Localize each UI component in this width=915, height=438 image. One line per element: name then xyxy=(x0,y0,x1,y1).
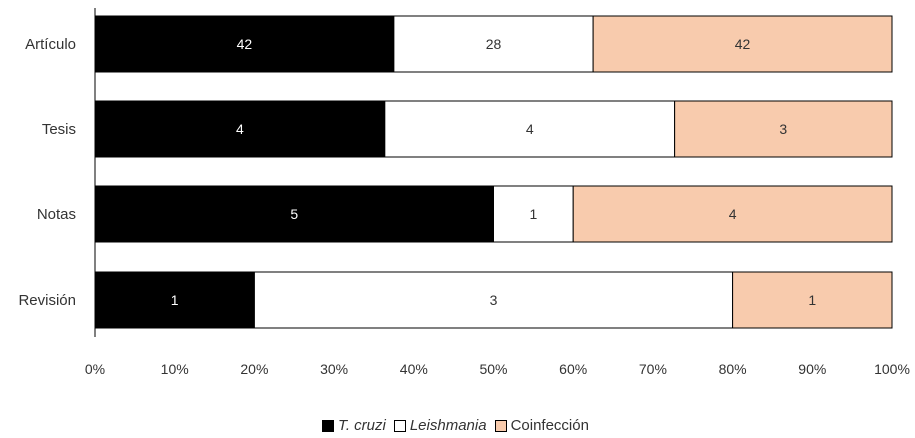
bar-tesis-leishmania xyxy=(384,100,676,158)
legend-swatch-leishmania xyxy=(393,419,406,432)
x-tick-label-3: 30% xyxy=(320,361,348,377)
x-tick-label-7: 70% xyxy=(639,361,667,377)
category-label-revision: Revisión xyxy=(18,292,76,309)
x-tick-label-6: 60% xyxy=(559,361,587,377)
bar-tesis-coinfeccion xyxy=(674,100,893,158)
data-label-revision-t-cruzi: 1 xyxy=(171,292,179,308)
legend-label-coinfeccion: Coinfección xyxy=(510,417,589,434)
data-label-notas-t-cruzi: 5 xyxy=(290,206,298,222)
data-label-revision-coinfeccion: 1 xyxy=(808,292,816,308)
x-tick-label-2: 20% xyxy=(240,361,268,377)
x-tick-label-8: 80% xyxy=(719,361,747,377)
bar-articulo-t-cruzi xyxy=(94,15,395,73)
x-tick-label-5: 50% xyxy=(479,361,507,377)
category-label-notas: Notas xyxy=(37,206,76,223)
bar-articulo-coinfeccion xyxy=(592,15,893,73)
bar-notas-coinfeccion xyxy=(572,185,893,243)
legend-swatch-t-cruzi xyxy=(322,419,335,432)
bar-notas-leishmania xyxy=(493,185,574,243)
stacked-bar-chart: 42 28 42 Artículo 4 4 3 Tesis 5 1 4 Notas 1 3 1 Revisió… xyxy=(18,8,910,377)
x-tick-label-4: 40% xyxy=(400,361,428,377)
category-label-articulo: Artículo xyxy=(25,36,76,53)
data-label-tesis-coinfeccion: 3 xyxy=(779,121,787,137)
bar-revision-t-cruzi xyxy=(94,271,255,329)
legend-label-leishmania: Leishmania xyxy=(409,417,487,434)
x-tick-label-0: 0% xyxy=(85,361,105,377)
data-label-articulo-coinfeccion: 42 xyxy=(735,36,751,52)
bar-tesis-t-cruzi xyxy=(94,100,386,158)
bar-revision-coinfeccion xyxy=(732,271,893,329)
legend-item-leishmania: Leishmania xyxy=(393,417,487,434)
x-tick-label-9: 90% xyxy=(798,361,826,377)
bar-articulo-leishmania xyxy=(393,15,594,73)
x-tick-label-10: 100% xyxy=(874,361,910,377)
legend-label-t-cruzi: T. cruzi xyxy=(338,417,386,434)
data-label-notas-coinfeccion: 4 xyxy=(729,206,737,222)
legend: T. cruzi Leishmania Coinfección xyxy=(0,417,915,434)
data-label-tesis-t-cruzi: 4 xyxy=(236,121,244,137)
legend-item-coinfeccion: Coinfección xyxy=(494,417,589,434)
category-label-tesis: Tesis xyxy=(42,121,76,138)
data-label-revision-leishmania: 3 xyxy=(490,292,498,308)
data-label-tesis-leishmania: 4 xyxy=(526,121,534,137)
legend-item-t-cruzi: T. cruzi xyxy=(322,417,386,434)
x-tick-label-1: 10% xyxy=(161,361,189,377)
data-label-notas-leishmania: 1 xyxy=(529,206,537,222)
legend-swatch-coinfeccion xyxy=(494,419,507,432)
bar-notas-t-cruzi xyxy=(94,185,494,243)
data-label-articulo-t-cruzi: 42 xyxy=(237,36,253,52)
data-label-articulo-leishmania: 28 xyxy=(486,36,502,52)
